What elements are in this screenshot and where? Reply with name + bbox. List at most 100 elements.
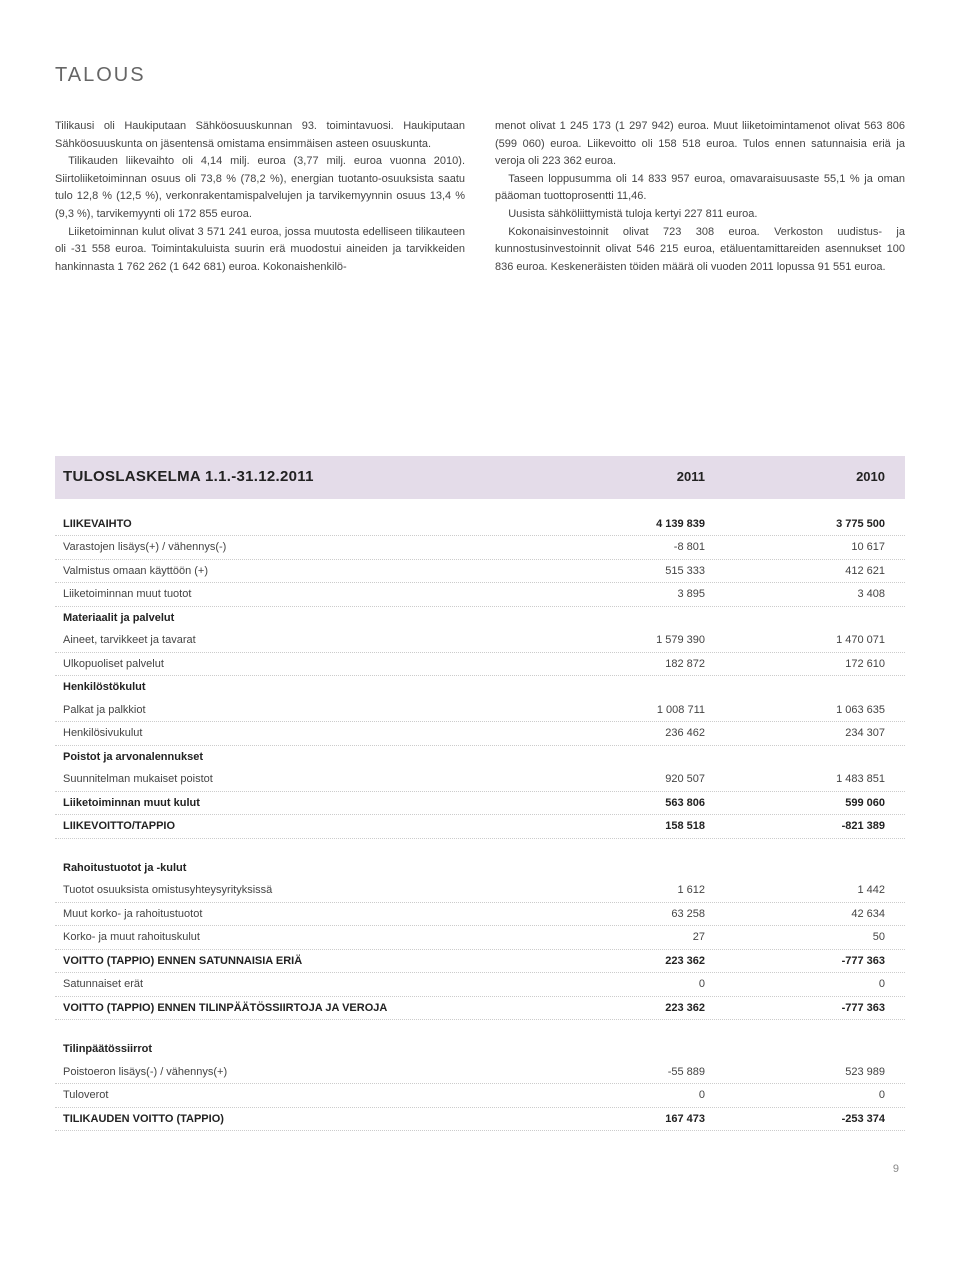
table-row: VOITTO (TAPPIO) ENNEN TILINPÄÄTÖSSIIRTOJ… — [55, 997, 905, 1021]
row-value-2010 — [717, 679, 897, 696]
row-label: LIIKEVAIHTO — [63, 516, 537, 533]
table-block-2: Rahoitustuotot ja -kulut Tuotot osuuksist… — [55, 857, 905, 1021]
row-value-2010: 3 775 500 — [717, 516, 897, 533]
row-value-2010: -253 374 — [717, 1111, 897, 1128]
row-value-2011 — [537, 679, 717, 696]
row-label: TILIKAUDEN VOITTO (TAPPIO) — [63, 1111, 537, 1128]
body-columns: Tilikausi oli Haukiputaan Sähköosuuskunn… — [55, 118, 905, 276]
row-label: Korko- ja muut rahoituskulut — [63, 929, 537, 946]
row-value-2010 — [717, 1041, 897, 1058]
table-row: Liiketoiminnan muut kulut563 806599 060 — [55, 792, 905, 816]
income-statement-table: TULOSLASKELMA 1.1.-31.12.2011 2011 2010 … — [55, 456, 905, 1131]
table-row: Suunnitelman mukaiset poistot920 5071 48… — [55, 768, 905, 792]
table-row: Satunnaiset erät00 — [55, 973, 905, 997]
row-label: Aineet, tarvikkeet ja tavarat — [63, 632, 537, 649]
table-row: Korko- ja muut rahoituskulut2750 — [55, 926, 905, 950]
row-value-2011: 1 579 390 — [537, 632, 717, 649]
table-row: Muut korko- ja rahoitustuotot63 25842 63… — [55, 903, 905, 927]
row-value-2011: 223 362 — [537, 953, 717, 970]
row-value-2011: 27 — [537, 929, 717, 946]
row-value-2011 — [537, 749, 717, 766]
table-row: TILIKAUDEN VOITTO (TAPPIO)167 473-253 37… — [55, 1108, 905, 1132]
row-value-2011: -8 801 — [537, 539, 717, 556]
row-label: Materiaalit ja palvelut — [63, 610, 537, 627]
table-row: Liiketoiminnan muut tuotot3 8953 408 — [55, 583, 905, 607]
row-label: Henkilöstökulut — [63, 679, 537, 696]
row-value-2010: 0 — [717, 1087, 897, 1104]
table-row: Valmistus omaan käyttöön (+)515 333412 6… — [55, 560, 905, 584]
row-value-2010: 1 063 635 — [717, 702, 897, 719]
row-value-2011: 1 008 711 — [537, 702, 717, 719]
row-value-2010: 234 307 — [717, 725, 897, 742]
table-row: Palkat ja palkkiot1 008 7111 063 635 — [55, 699, 905, 723]
row-value-2011 — [537, 610, 717, 627]
col-header-2011: 2011 — [537, 467, 717, 487]
row-value-2010: 523 989 — [717, 1064, 897, 1081]
table-row: Ulkopuoliset palvelut182 872172 610 — [55, 653, 905, 677]
row-label: Rahoitustuotot ja -kulut — [63, 860, 537, 877]
row-value-2010: 42 634 — [717, 906, 897, 923]
row-value-2011: 182 872 — [537, 656, 717, 673]
row-label: Palkat ja palkkiot — [63, 702, 537, 719]
row-value-2010: 1 442 — [717, 882, 897, 899]
row-value-2011: 515 333 — [537, 563, 717, 580]
row-value-2011: 3 895 — [537, 586, 717, 603]
row-label: VOITTO (TAPPIO) ENNEN SATUNNAISIA ERIÄ — [63, 953, 537, 970]
row-value-2011: 167 473 — [537, 1111, 717, 1128]
row-label: Tuloverot — [63, 1087, 537, 1104]
row-value-2011: -55 889 — [537, 1064, 717, 1081]
table-row: LIIKEVAIHTO4 139 8393 775 500 — [55, 513, 905, 537]
row-value-2010: -777 363 — [717, 1000, 897, 1017]
row-value-2011: 236 462 — [537, 725, 717, 742]
row-label: Liiketoiminnan muut kulut — [63, 795, 537, 812]
table-header: TULOSLASKELMA 1.1.-31.12.2011 2011 2010 — [55, 456, 905, 499]
row-label: Varastojen lisäys(+) / vähennys(-) — [63, 539, 537, 556]
row-value-2010: 10 617 — [717, 539, 897, 556]
row-label: Liiketoiminnan muut tuotot — [63, 586, 537, 603]
row-value-2011: 0 — [537, 976, 717, 993]
row-value-2010: -821 389 — [717, 818, 897, 835]
table-row: Henkilöstökulut — [55, 676, 905, 699]
table-row: Rahoitustuotot ja -kulut — [55, 857, 905, 880]
page-number: 9 — [55, 1161, 905, 1178]
col-header-2010: 2010 — [717, 467, 897, 487]
row-value-2011: 0 — [537, 1087, 717, 1104]
row-label: Poistot ja arvonalennukset — [63, 749, 537, 766]
row-value-2010: -777 363 — [717, 953, 897, 970]
row-label: Muut korko- ja rahoitustuotot — [63, 906, 537, 923]
table-row: Tilinpäätössiirrot — [55, 1038, 905, 1061]
section-heading: TALOUS — [55, 60, 905, 90]
row-label: Tilinpäätössiirrot — [63, 1041, 537, 1058]
row-value-2011: 563 806 — [537, 795, 717, 812]
row-label: Henkilösivukulut — [63, 725, 537, 742]
row-value-2011: 223 362 — [537, 1000, 717, 1017]
row-value-2011 — [537, 1041, 717, 1058]
table-title: TULOSLASKELMA 1.1.-31.12.2011 — [63, 466, 537, 489]
row-value-2010 — [717, 749, 897, 766]
table-row: Henkilösivukulut236 462234 307 — [55, 722, 905, 746]
table-row: Varastojen lisäys(+) / vähennys(-)-8 801… — [55, 536, 905, 560]
row-label: VOITTO (TAPPIO) ENNEN TILINPÄÄTÖSSIIRTOJ… — [63, 1000, 537, 1017]
body-paragraph: Taseen loppusumma oli 14 833 957 euroa, … — [495, 171, 905, 206]
body-paragraph: Tilikausi oli Haukiputaan Sähköosuuskunn… — [55, 118, 465, 153]
row-value-2011: 920 507 — [537, 771, 717, 788]
body-paragraph: Liiketoiminnan kulut olivat 3 571 241 eu… — [55, 224, 465, 277]
table-block-3: Tilinpäätössiirrot Poistoeron lisäys(-) /… — [55, 1038, 905, 1131]
row-value-2010: 3 408 — [717, 586, 897, 603]
body-right: menot olivat 1 245 173 (1 297 942) euroa… — [495, 118, 905, 276]
table-row: Poistot ja arvonalennukset — [55, 746, 905, 769]
row-label: Suunnitelman mukaiset poistot — [63, 771, 537, 788]
body-paragraph: Uusista sähköliittymistä tuloja kertyi 2… — [495, 206, 905, 224]
table-row: Tuloverot00 — [55, 1084, 905, 1108]
table-row: Poistoeron lisäys(-) / vähennys(+)-55 88… — [55, 1061, 905, 1085]
table-row: Materiaalit ja palvelut — [55, 607, 905, 630]
row-value-2010: 1 470 071 — [717, 632, 897, 649]
row-value-2010 — [717, 860, 897, 877]
row-value-2010: 50 — [717, 929, 897, 946]
table-row: Tuotot osuuksista omistusyhteysyrityksis… — [55, 879, 905, 903]
row-value-2011: 63 258 — [537, 906, 717, 923]
row-value-2010: 0 — [717, 976, 897, 993]
row-value-2011: 1 612 — [537, 882, 717, 899]
row-label: Tuotot osuuksista omistusyhteysyrityksis… — [63, 882, 537, 899]
body-paragraph: Tilikauden liikevaihto oli 4,14 milj. eu… — [55, 153, 465, 223]
